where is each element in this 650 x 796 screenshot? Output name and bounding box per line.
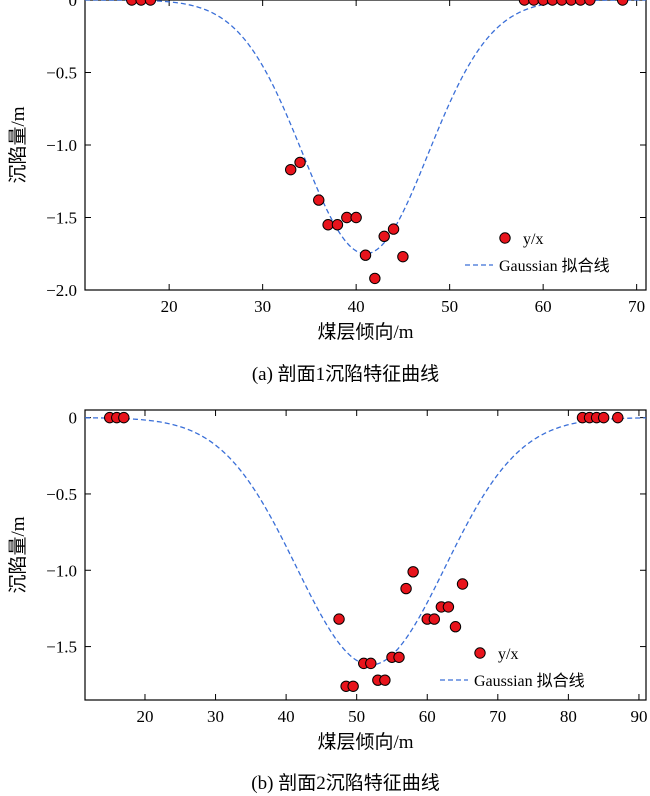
- chart-b-data-point: [365, 657, 377, 670]
- chart-b-y-tick-label: −0.5: [46, 485, 77, 504]
- chart-b-x-tick-label: 50: [348, 707, 365, 726]
- chart-b: 20 30 40 50 60 70 80 90 0 −0.5 −1.0 −1.5 煤层倾向/m 沉陷量/m…: [7, 409, 647, 794]
- chart-b-legend-label-points: y/x: [498, 646, 518, 663]
- chart-a-x-tick-label: 30: [254, 297, 271, 316]
- chart-b-data-point: [449, 621, 462, 633]
- chart-b-plot-frame: [84, 409, 647, 701]
- chart-a-legend: y/x Gaussian 拟合线: [465, 231, 610, 275]
- chart-a-x-tick-label: 40: [348, 297, 365, 316]
- chart-b-data-point: [347, 680, 359, 692]
- chart-a-gaussian-fit-line: [85, 0, 646, 255]
- chart-a-data-point: [322, 219, 334, 231]
- chart-b-data-point: [379, 674, 391, 686]
- chart-a-y-tick-label: −2.0: [46, 281, 77, 300]
- chart-a-data-point: [518, 0, 531, 6]
- chart-b-gaussian-fit-line: [85, 417, 646, 666]
- chart-b-x-tick-label: 80: [560, 707, 577, 726]
- chart-a-data-point: [359, 249, 372, 261]
- chart-a-x-tick-label: 50: [441, 297, 458, 316]
- chart-b-data-point: [118, 411, 130, 424]
- chart-a-data-point: [369, 272, 381, 285]
- chart-a-data-point: [285, 163, 297, 176]
- chart-a-data-point: [528, 0, 540, 6]
- chart-a-data-point: [294, 156, 306, 169]
- chart-b-data-point: [428, 613, 441, 625]
- chart-b-data-point: [442, 601, 455, 613]
- chart-a-data-point: [616, 0, 629, 6]
- chart-b-y-tick-label: −1.5: [46, 638, 77, 657]
- chart-b-y-axis-label: 沉陷量/m: [7, 516, 29, 593]
- chart-a-data-point: [556, 0, 568, 6]
- chart-a-data-point: [341, 211, 353, 224]
- chart-a-plot-frame: [84, 0, 647, 291]
- chart-a-data-point: [574, 0, 587, 6]
- chart-b-x-tick-label: 70: [489, 707, 506, 726]
- chart-a-caption: (a) 剖面1沉陷特征曲线: [252, 363, 439, 385]
- chart-a-data-point: [378, 230, 390, 243]
- chart-b-x-tick-label: 60: [419, 707, 436, 726]
- chart-a-y-tick-label: −1.5: [46, 209, 77, 228]
- chart-a-x-tick-label: 20: [161, 297, 178, 316]
- chart-b-legend-marker-points: [474, 647, 486, 659]
- chart-b-data-point: [393, 651, 405, 663]
- chart-a-data-point: [397, 250, 409, 263]
- chart-b-y-tick-label: 0: [69, 409, 78, 428]
- chart-a-x-tick-label: 70: [628, 297, 645, 316]
- chart-a-data-point: [350, 211, 362, 224]
- chart-b-data-point: [400, 582, 412, 595]
- chart-b-caption: (b) 剖面2沉陷特征曲线: [251, 772, 439, 794]
- chart-a-data-point: [313, 194, 325, 206]
- chart-a-y-tick-label: −0.5: [46, 64, 77, 83]
- chart-a-x-tick-label: 60: [535, 297, 552, 316]
- chart-a-legend-label-fit: Gaussian 拟合线: [499, 257, 610, 275]
- chart-a-data-point: [537, 0, 549, 6]
- chart-a-data-point: [387, 223, 400, 235]
- chart-b-data-point: [597, 411, 610, 424]
- chart-b-data-point: [612, 411, 624, 424]
- chart-a: 20 30 40 50 60 70 0 −0.5 −1.0 −1.5 −2.0 煤层倾向/m 沉陷量/m…: [7, 0, 647, 385]
- chart-b-x-tick-label: 40: [278, 707, 295, 726]
- chart-a-data-point: [144, 0, 157, 6]
- chart-b-x-tick-label: 90: [630, 707, 647, 726]
- chart-b-y-tick-label: −1.0: [46, 561, 77, 580]
- chart-a-legend-marker-points: [499, 232, 511, 244]
- chart-b-data-point: [333, 613, 345, 625]
- chart-b-data-point: [456, 578, 469, 590]
- chart-a-data-point: [565, 0, 577, 6]
- chart-b-legend: y/x Gaussian 拟合线: [440, 646, 585, 690]
- chart-a-data-point: [584, 0, 596, 6]
- chart-b-x-tick-label: 20: [136, 707, 153, 726]
- chart-b-data-point: [407, 566, 419, 578]
- chart-b-legend-label-fit: Gaussian 拟合线: [474, 672, 585, 690]
- chart-a-y-axis-label: 沉陷量/m: [7, 106, 29, 183]
- chart-a-data-point: [546, 0, 559, 6]
- chart-a-legend-label-points: y/x: [523, 231, 543, 248]
- chart-a-data-point: [331, 219, 344, 231]
- chart-a-x-axis-label: 煤层倾向/m: [317, 321, 413, 343]
- chart-a-y-tick-label: −1.0: [46, 136, 77, 155]
- chart-a-y-tick-label: 0: [69, 0, 78, 10]
- chart-a-data-point: [126, 0, 138, 6]
- chart-a-data-point: [135, 0, 147, 6]
- chart-b-x-axis-label: 煤层倾向/m: [317, 731, 413, 753]
- chart-b-x-tick-label: 30: [207, 707, 224, 726]
